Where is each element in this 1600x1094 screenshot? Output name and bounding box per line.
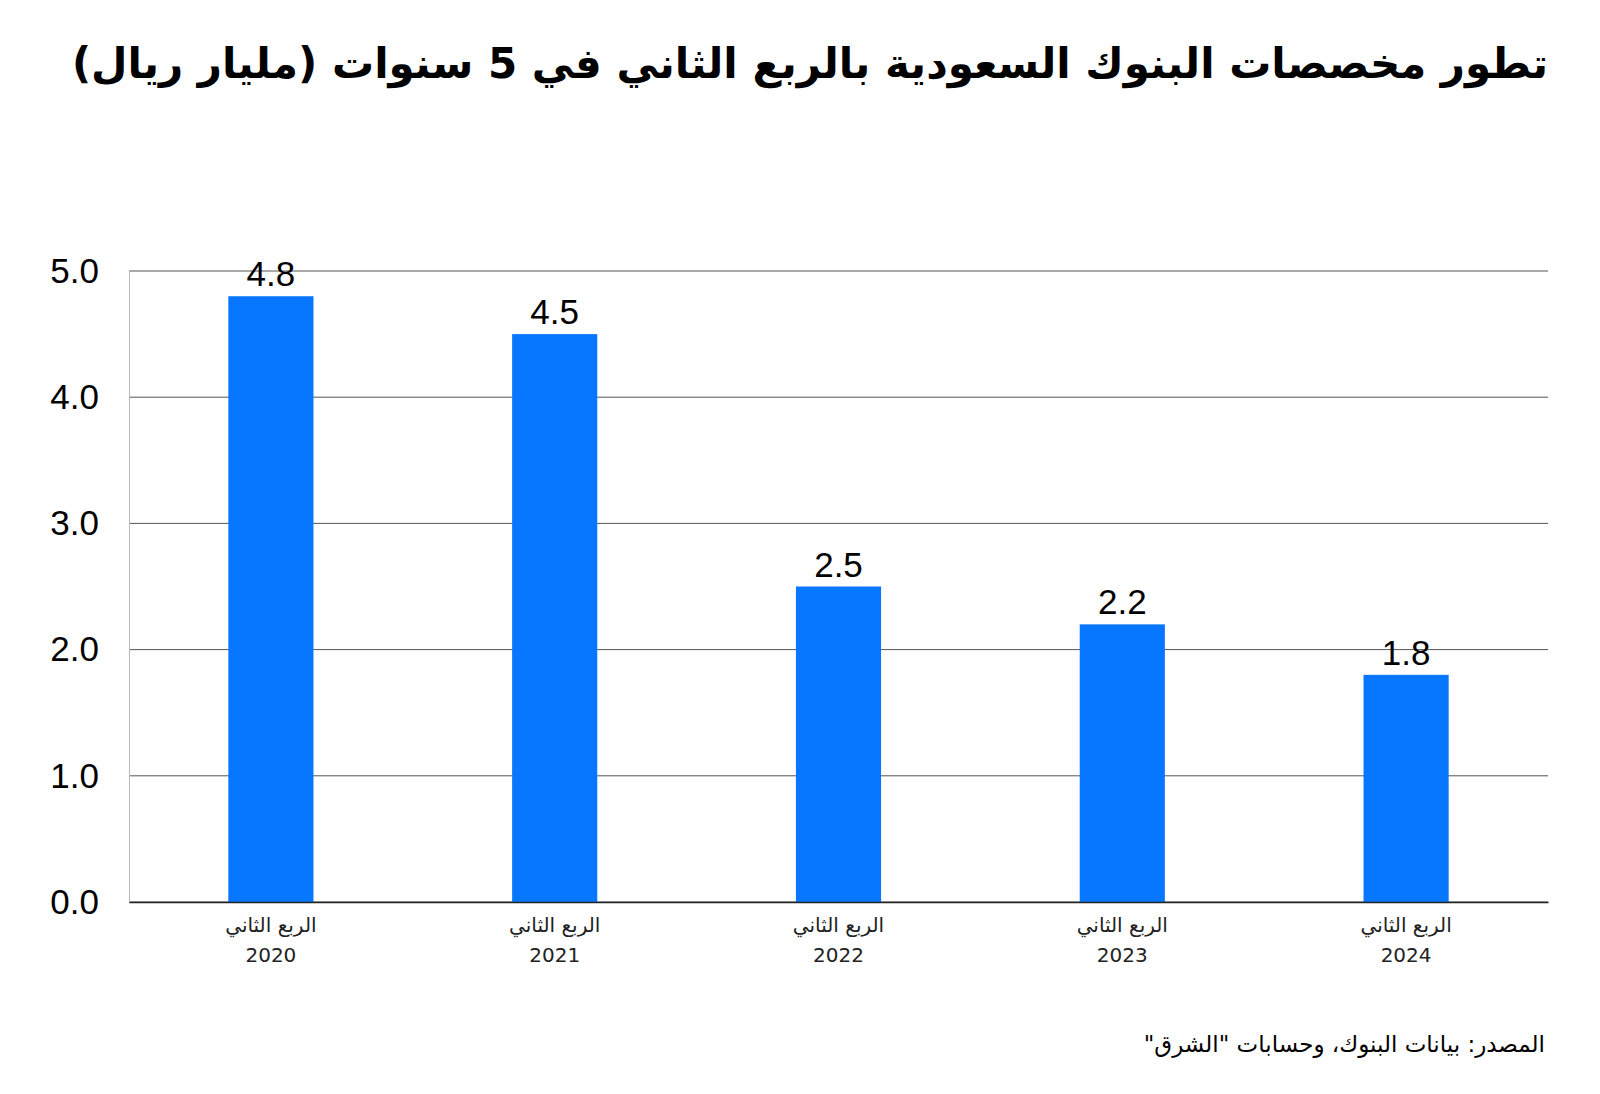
x-tick-label-line: 2024 [1381,943,1432,967]
bar [512,334,597,902]
data-labels: 4.8 4.5 2.5 2.2 1.8 [247,254,1431,672]
x-tick: الربع الثاني 2023 [1077,902,1168,967]
y-tick-label: 0.0 [50,882,99,921]
bar [228,296,313,902]
y-tick-label: 2.0 [50,629,99,668]
x-tick-label-line: 2020 [245,943,296,967]
source: المصدر: بيانات البنوك، وحسابات "الشرق" [1144,1031,1545,1058]
grid-line [129,523,1548,524]
y-tick-label: 1.0 [50,756,99,795]
x-tick-label: الربع الثاني 2024 [1360,913,1451,967]
y-tick: 5.0 [50,251,129,290]
x-axis: الربع الثاني2020الربع الثاني2021الربع ال… [130,902,1549,967]
y-tick: 4.0 [50,377,129,416]
x-axis-line [130,902,1549,904]
x-tick-label: الربع الثاني 2022 [793,913,884,967]
bars [228,296,1448,902]
grid-line [129,271,1548,272]
data-label: 4.8 [247,254,296,293]
bar [796,587,881,903]
x-tick: الربع الثاني 2021 [509,902,600,967]
y-tick: 3.0 [50,503,129,542]
bar [1364,675,1449,902]
plot: 0.01.02.03.04.05.0الربع الثاني2020الربع … [50,251,1548,967]
y-axis-line [129,272,130,903]
grid [129,271,1548,902]
data-label: 2.2 [1098,582,1147,621]
x-tick-label-line: 2022 [813,943,864,967]
x-tick-label: الربع الثاني 2023 [1077,913,1168,967]
x-tick-label-line: الربع الثاني [509,913,600,938]
data-label: 2.5 [814,545,863,584]
x-tick-label: الربع الثاني 2021 [509,913,600,967]
x-tick-label-line: 2021 [529,943,580,967]
bar [1080,624,1165,902]
y-axis: 0.0 1.0 2.0 3.0 4.0 5.0 [50,251,129,921]
y-tick-label: 5.0 [50,251,99,290]
x-tick-label-line: الربع الثاني [793,913,884,938]
x-tick: الربع الثاني 2024 [1360,902,1451,967]
chart: تطور مخصصات البنوك السعودية بالربع الثان… [0,0,1600,1094]
y-tick: 2.0 [50,629,129,668]
x-tick-label-line: الربع الثاني [1360,913,1451,938]
x-tick-label: الربع الثاني 2020 [225,913,316,967]
title: تطور مخصصات البنوك السعودية بالربع الثان… [72,39,1548,89]
x-tick-label-line: 2023 [1097,943,1148,967]
x-tick: الربع الثاني 2020 [225,902,316,967]
x-tick: الربع الثاني 2022 [793,902,884,967]
grid-line [129,397,1548,398]
y-tick-label: 3.0 [50,503,99,542]
data-label: 1.8 [1382,633,1431,672]
x-tick-label-line: الربع الثاني [1077,913,1168,938]
y-tick-label: 4.0 [50,377,99,416]
x-tick-label-line: الربع الثاني [225,913,316,938]
data-label: 4.5 [530,292,579,331]
y-tick: 0.0 [50,882,129,921]
y-tick: 1.0 [50,756,129,795]
